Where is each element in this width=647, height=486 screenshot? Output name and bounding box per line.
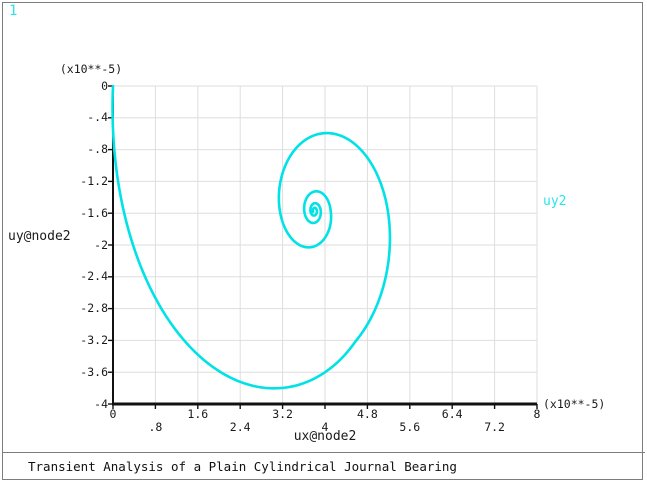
x-axis-title: ux@node2 (293, 429, 357, 444)
x-tick-label: 7.2 (484, 420, 505, 434)
x-tick-label: 1.6 (187, 407, 209, 421)
x-axis-multiplier-label: (x10**-5) (543, 397, 606, 411)
x-tick-label: .8 (148, 420, 163, 434)
x-tick-label: 5.6 (399, 420, 421, 434)
curve-legend-label: uy2 (543, 194, 567, 209)
y-tick-label: -2.4 (80, 269, 108, 284)
x-tick-label: 4 (321, 420, 329, 434)
y-tick-label: 0 (101, 78, 108, 93)
spiral-curve-uy2 (111, 84, 392, 390)
y-tick-label: -.8 (87, 142, 108, 157)
x-tick-label: 8 (533, 407, 541, 421)
x-tick-label: 4.8 (357, 407, 378, 421)
x-tick-label: 0 (109, 407, 117, 421)
y-tick-label: -4 (94, 396, 108, 411)
y-axis-title: uy@node2 (8, 229, 71, 244)
y-tick-label: -1.2 (80, 173, 108, 188)
y-tick-label: -.4 (87, 110, 108, 125)
y-tick-label: -3.2 (80, 332, 108, 347)
y-tick-label: -2 (94, 237, 108, 252)
plot-number: 1 (9, 3, 18, 19)
y-axis-multiplier-label: (x10**-5) (59, 62, 123, 76)
y-tick-label: -1.6 (80, 205, 108, 220)
y-tick-label: -2.8 (80, 301, 108, 316)
x-tick-label: 6.4 (441, 407, 463, 421)
x-tick-label: 2.4 (229, 420, 251, 434)
chart-title: Transient Analysis of a Plain Cylindrica… (28, 459, 457, 474)
x-tick-label: 3.2 (272, 407, 293, 421)
y-tick-label: -3.6 (80, 364, 108, 379)
footer-separator (2, 452, 645, 453)
